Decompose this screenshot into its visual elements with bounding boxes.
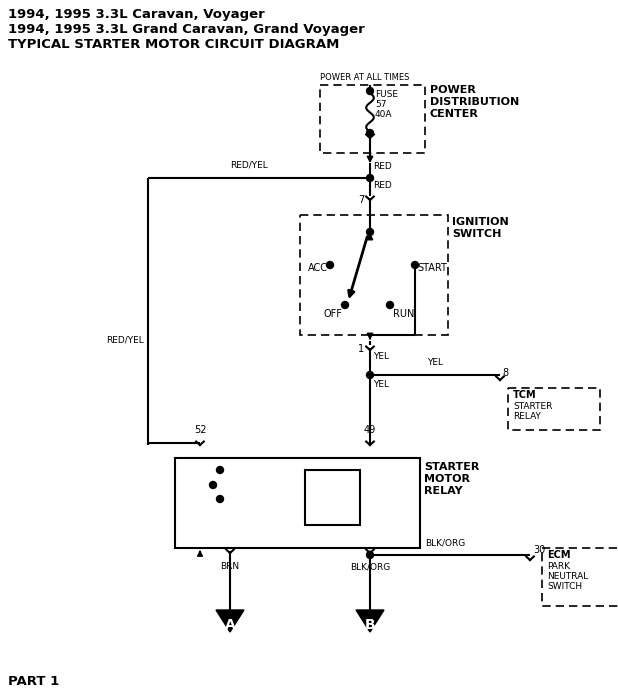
Text: 49: 49: [364, 425, 376, 435]
Text: CENTER: CENTER: [430, 109, 479, 119]
Text: RELAY: RELAY: [424, 486, 463, 496]
Text: BRN: BRN: [221, 562, 240, 571]
Text: 1994, 1995 3.3L Caravan, Voyager: 1994, 1995 3.3L Caravan, Voyager: [8, 8, 265, 21]
Circle shape: [366, 88, 373, 94]
Text: BLK/ORG: BLK/ORG: [425, 538, 465, 547]
FancyBboxPatch shape: [542, 548, 618, 606]
Text: POWER AT ALL TIMES: POWER AT ALL TIMES: [320, 73, 410, 82]
Text: RELAY: RELAY: [513, 412, 541, 421]
Text: TYPICAL STARTER MOTOR CIRCUIT DIAGRAM: TYPICAL STARTER MOTOR CIRCUIT DIAGRAM: [8, 38, 339, 51]
Text: SWITCH: SWITCH: [452, 229, 501, 239]
Circle shape: [366, 228, 373, 235]
Text: NEUTRAL: NEUTRAL: [547, 572, 588, 581]
Text: YEL: YEL: [427, 358, 443, 367]
Text: ECM: ECM: [547, 550, 570, 560]
FancyBboxPatch shape: [305, 470, 360, 525]
Text: IGNITION: IGNITION: [452, 217, 509, 227]
Text: YEL: YEL: [373, 380, 389, 389]
Text: PART 1: PART 1: [8, 675, 59, 688]
Text: RED: RED: [373, 181, 392, 190]
Text: RED/YEL: RED/YEL: [106, 335, 144, 344]
Text: ACC: ACC: [308, 263, 328, 273]
Text: START: START: [417, 263, 447, 273]
Text: STARTER: STARTER: [424, 462, 480, 472]
Text: STARTER: STARTER: [513, 402, 552, 411]
Circle shape: [366, 130, 373, 136]
Circle shape: [342, 302, 349, 309]
Text: 1994, 1995 3.3L Grand Caravan, Grand Voyager: 1994, 1995 3.3L Grand Caravan, Grand Voy…: [8, 23, 365, 36]
Text: YEL: YEL: [373, 352, 389, 361]
Circle shape: [412, 262, 418, 269]
Text: 8: 8: [502, 368, 508, 378]
Circle shape: [216, 466, 224, 473]
Circle shape: [366, 174, 373, 181]
Text: OFF: OFF: [323, 309, 342, 319]
Text: RUN: RUN: [393, 309, 415, 319]
Text: RED/YEL: RED/YEL: [230, 161, 268, 170]
FancyBboxPatch shape: [320, 85, 425, 153]
Text: 30: 30: [533, 545, 545, 555]
Polygon shape: [356, 610, 384, 632]
Circle shape: [366, 372, 373, 379]
Circle shape: [216, 496, 224, 503]
Text: FUSE: FUSE: [375, 90, 398, 99]
Text: 40A: 40A: [375, 110, 392, 119]
Text: TCM: TCM: [513, 390, 536, 400]
Text: B: B: [365, 618, 375, 632]
Text: BLK/ORG: BLK/ORG: [350, 562, 390, 571]
Text: SWITCH: SWITCH: [547, 582, 582, 591]
FancyBboxPatch shape: [508, 388, 600, 430]
Text: 57: 57: [375, 100, 386, 109]
Text: 50: 50: [224, 528, 236, 538]
Text: DISTRIBUTION: DISTRIBUTION: [430, 97, 519, 107]
Circle shape: [210, 482, 216, 489]
FancyBboxPatch shape: [175, 458, 420, 548]
Text: RED: RED: [373, 162, 392, 171]
Text: 52: 52: [194, 425, 206, 435]
Circle shape: [366, 552, 373, 559]
Circle shape: [386, 302, 394, 309]
Polygon shape: [216, 610, 244, 632]
Text: MOTOR: MOTOR: [424, 474, 470, 484]
Text: 1: 1: [358, 344, 364, 354]
Text: POWER: POWER: [430, 85, 476, 95]
Text: 51: 51: [364, 528, 376, 538]
Text: PARK: PARK: [547, 562, 570, 571]
Text: troubleshootmyvehicle.com: troubleshootmyvehicle.com: [213, 491, 387, 505]
Circle shape: [326, 262, 334, 269]
Text: 7: 7: [358, 195, 364, 205]
FancyBboxPatch shape: [300, 215, 448, 335]
Text: A: A: [224, 618, 235, 632]
